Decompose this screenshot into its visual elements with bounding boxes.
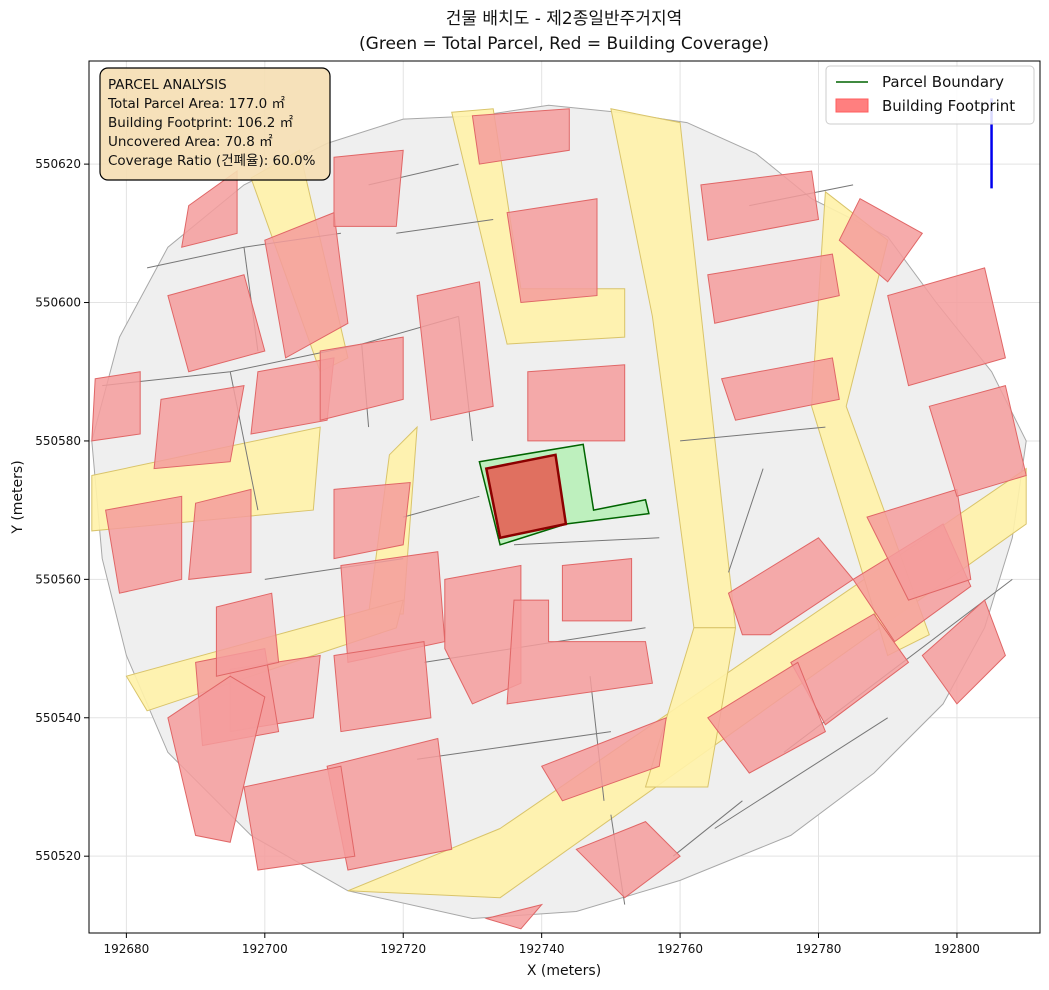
parcel-line [672, 800, 743, 857]
building-footprint [540, 717, 667, 802]
map-layer [91, 98, 1027, 930]
building-footprint [319, 336, 404, 421]
building-footprint [838, 198, 924, 283]
y-tick-label: 550620 [35, 157, 81, 171]
y-axis-label: Y (meters) [10, 460, 26, 534]
building-footprint [866, 488, 972, 601]
building-footprint [333, 481, 411, 560]
building-footprint [416, 281, 494, 421]
info-line-heading: PARCEL ANALYSIS [108, 77, 227, 93]
y-tick-label: 550540 [35, 711, 81, 725]
building-footprint [707, 661, 827, 774]
parcel-line [728, 468, 764, 573]
building-footprint [264, 211, 349, 359]
parcel-line [417, 731, 611, 760]
building-footprint [887, 267, 1006, 387]
building-footprint [506, 198, 598, 304]
building-footprint [153, 384, 245, 470]
building-footprint [484, 903, 544, 930]
building-footprint [575, 821, 681, 899]
parcel-line [102, 315, 459, 387]
info-line-coverage-ratio: Coverage Ratio (건폐율): 60.0% [108, 153, 316, 169]
building-footprint [188, 488, 252, 580]
x-tick-label: 192700 [242, 942, 288, 956]
y-tick-label: 550520 [35, 849, 81, 863]
building-footprint [91, 371, 141, 442]
x-tick-label: 192680 [103, 942, 149, 956]
chart-subtitle: (Green = Total Parcel, Red = Building Co… [359, 34, 769, 54]
building-footprint [700, 170, 820, 241]
building-footprint [471, 108, 570, 165]
legend-building-footprint-label: Building Footprint [882, 97, 1015, 115]
x-tick-label: 192720 [380, 942, 426, 956]
road-segment [451, 108, 626, 345]
building-footprint [181, 170, 238, 248]
building-footprint [167, 675, 266, 843]
building-footprint [720, 357, 840, 421]
y-tick-label: 550580 [35, 434, 81, 448]
info-line-parcel-area: Total Parcel Area: 177.0 ㎡ [107, 96, 285, 112]
building-footprint [333, 641, 432, 733]
parcel-line [403, 495, 480, 518]
info-box-background [99, 67, 331, 181]
building-footprint [333, 149, 404, 227]
x-tick-label: 192760 [657, 942, 703, 956]
legend-background [825, 65, 1035, 125]
y-tick-label: 550560 [35, 572, 81, 586]
building-footprint [250, 357, 335, 435]
building-footprint [527, 364, 626, 442]
legend-building-footprint-swatch [835, 98, 869, 113]
building-footprint [243, 765, 356, 871]
building-footprint [727, 537, 854, 636]
parcel-line [680, 426, 826, 442]
y-tick-label: 550600 [35, 296, 81, 310]
parcel-line [513, 537, 660, 546]
axis-ticks: 192680 192700 192720 192740 192760 192780 1928… [35, 157, 980, 956]
info-line-uncovered-area: Uncovered Area: 70.8 ㎡ [108, 134, 273, 150]
building-footprint [561, 558, 633, 622]
building-footprint [506, 599, 653, 705]
building-footprint [105, 495, 183, 594]
info-box: PARCEL ANALYSIS Total Parcel Area: 177.0… [99, 67, 331, 181]
x-tick-label: 192780 [796, 942, 842, 956]
building-footprint [444, 564, 522, 705]
building-footprint [707, 253, 840, 324]
chart-title: 건물 배치도 - 제2종일반주거지역 [446, 9, 682, 29]
building-footprint [921, 599, 1006, 705]
x-tick-label: 192740 [519, 942, 565, 956]
parcel-line [714, 717, 888, 829]
building-footprint [167, 274, 266, 373]
building-footprint [928, 384, 1027, 497]
target-building [484, 453, 568, 540]
building-footprint [215, 592, 280, 677]
x-tick-label: 192800 [934, 942, 980, 956]
plot-frame [88, 60, 1041, 934]
legend-parcel-boundary-label: Parcel Boundary [882, 73, 1004, 91]
parcel-line [396, 219, 494, 234]
info-line-building-footprint: Building Footprint: 106.2 ㎡ [108, 115, 294, 131]
legend: Parcel Boundary Building Footprint [825, 65, 1035, 125]
x-axis-label: X (meters) [527, 963, 601, 979]
